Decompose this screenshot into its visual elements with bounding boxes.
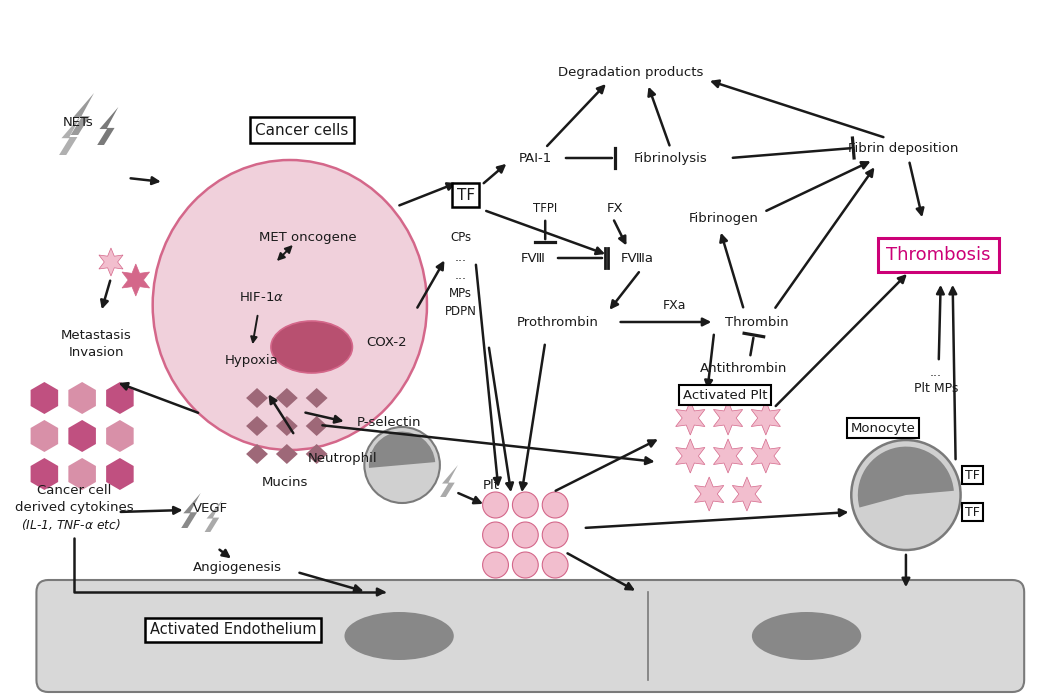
Circle shape [542, 552, 568, 578]
Circle shape [513, 552, 538, 578]
Ellipse shape [752, 612, 861, 660]
Polygon shape [676, 439, 704, 473]
Text: Hypoxia: Hypoxia [225, 353, 279, 367]
Circle shape [482, 492, 509, 518]
Text: HIF-1$\alpha$: HIF-1$\alpha$ [239, 291, 284, 303]
Text: PAI-1: PAI-1 [519, 151, 552, 164]
Text: Neutrophil: Neutrophil [307, 452, 377, 464]
Ellipse shape [344, 612, 454, 660]
Polygon shape [440, 465, 458, 497]
Polygon shape [246, 388, 267, 408]
Polygon shape [106, 458, 134, 490]
Polygon shape [31, 382, 58, 414]
Polygon shape [106, 420, 134, 452]
Circle shape [513, 522, 538, 548]
Text: Antithrombin: Antithrombin [700, 362, 788, 374]
Polygon shape [71, 93, 94, 135]
Text: Plt MPs: Plt MPs [914, 381, 958, 395]
Polygon shape [695, 477, 723, 511]
Polygon shape [204, 500, 222, 532]
Polygon shape [68, 382, 96, 414]
Text: PDPN: PDPN [444, 305, 477, 318]
Text: Cancer cell: Cancer cell [37, 484, 112, 496]
Text: TF: TF [457, 187, 475, 203]
Text: COX-2: COX-2 [365, 335, 406, 348]
Polygon shape [99, 248, 123, 276]
Text: NETs: NETs [63, 116, 94, 128]
Text: Cancer cells: Cancer cells [255, 123, 349, 137]
Polygon shape [714, 401, 742, 435]
Text: Monocyte: Monocyte [851, 422, 915, 434]
Polygon shape [31, 420, 58, 452]
Ellipse shape [271, 321, 353, 373]
Ellipse shape [153, 160, 426, 450]
Text: (IL-1, TNF-$\alpha$ etc): (IL-1, TNF-$\alpha$ etc) [21, 516, 121, 532]
Text: ...: ... [455, 268, 466, 282]
Text: Mucins: Mucins [261, 475, 309, 489]
Text: P-selectin: P-selectin [357, 415, 421, 429]
Text: TF: TF [965, 505, 980, 519]
Text: Activated Plt: Activated Plt [682, 388, 768, 401]
Text: Fibrinolysis: Fibrinolysis [634, 151, 708, 164]
Polygon shape [276, 444, 298, 464]
Polygon shape [122, 264, 150, 296]
Polygon shape [751, 439, 780, 473]
Circle shape [482, 522, 509, 548]
Polygon shape [97, 107, 118, 145]
FancyBboxPatch shape [37, 580, 1025, 692]
Text: CPs: CPs [451, 231, 472, 243]
Text: Activated Endothelium: Activated Endothelium [150, 622, 317, 638]
Circle shape [513, 492, 538, 518]
Text: Invasion: Invasion [68, 346, 124, 358]
Text: ...: ... [455, 250, 466, 263]
Text: FX: FX [607, 201, 623, 215]
Circle shape [542, 492, 568, 518]
Polygon shape [751, 401, 780, 435]
Wedge shape [858, 447, 954, 507]
Polygon shape [59, 115, 81, 155]
Circle shape [364, 427, 440, 503]
Polygon shape [732, 477, 761, 511]
Polygon shape [276, 416, 298, 436]
Text: Fibrin deposition: Fibrin deposition [848, 141, 958, 155]
Polygon shape [305, 388, 327, 408]
Text: FXa: FXa [662, 298, 687, 312]
Polygon shape [676, 401, 704, 435]
Circle shape [482, 552, 509, 578]
Text: VEGF: VEGF [193, 502, 227, 514]
Text: Degradation products: Degradation products [558, 66, 703, 79]
Text: FⅧa: FⅧa [621, 252, 654, 264]
Polygon shape [106, 382, 134, 414]
Polygon shape [714, 439, 742, 473]
Text: Fibrinogen: Fibrinogen [689, 211, 759, 224]
Circle shape [542, 522, 568, 548]
Wedge shape [369, 431, 435, 468]
Text: Angiogenesis: Angiogenesis [193, 562, 281, 574]
Text: MPs: MPs [450, 286, 472, 300]
Text: TFPI: TFPI [533, 201, 557, 215]
Text: Thrombin: Thrombin [726, 316, 789, 328]
Text: Prothrombin: Prothrombin [517, 316, 599, 328]
Text: MET oncogene: MET oncogene [259, 231, 357, 243]
Text: Thrombosis: Thrombosis [887, 246, 991, 264]
Polygon shape [246, 444, 267, 464]
Text: FⅧ: FⅧ [521, 252, 545, 264]
Text: ...: ... [930, 365, 941, 378]
Text: Plt: Plt [483, 479, 500, 491]
Polygon shape [276, 388, 298, 408]
Polygon shape [305, 444, 327, 464]
Polygon shape [181, 493, 201, 528]
Polygon shape [305, 416, 327, 436]
Polygon shape [246, 416, 267, 436]
Polygon shape [68, 458, 96, 490]
Polygon shape [68, 420, 96, 452]
Polygon shape [31, 458, 58, 490]
Polygon shape [420, 457, 439, 492]
Text: TF: TF [965, 468, 980, 482]
Text: Metastasis: Metastasis [61, 328, 132, 342]
Text: derived cytokines: derived cytokines [15, 500, 134, 514]
Circle shape [851, 440, 960, 550]
